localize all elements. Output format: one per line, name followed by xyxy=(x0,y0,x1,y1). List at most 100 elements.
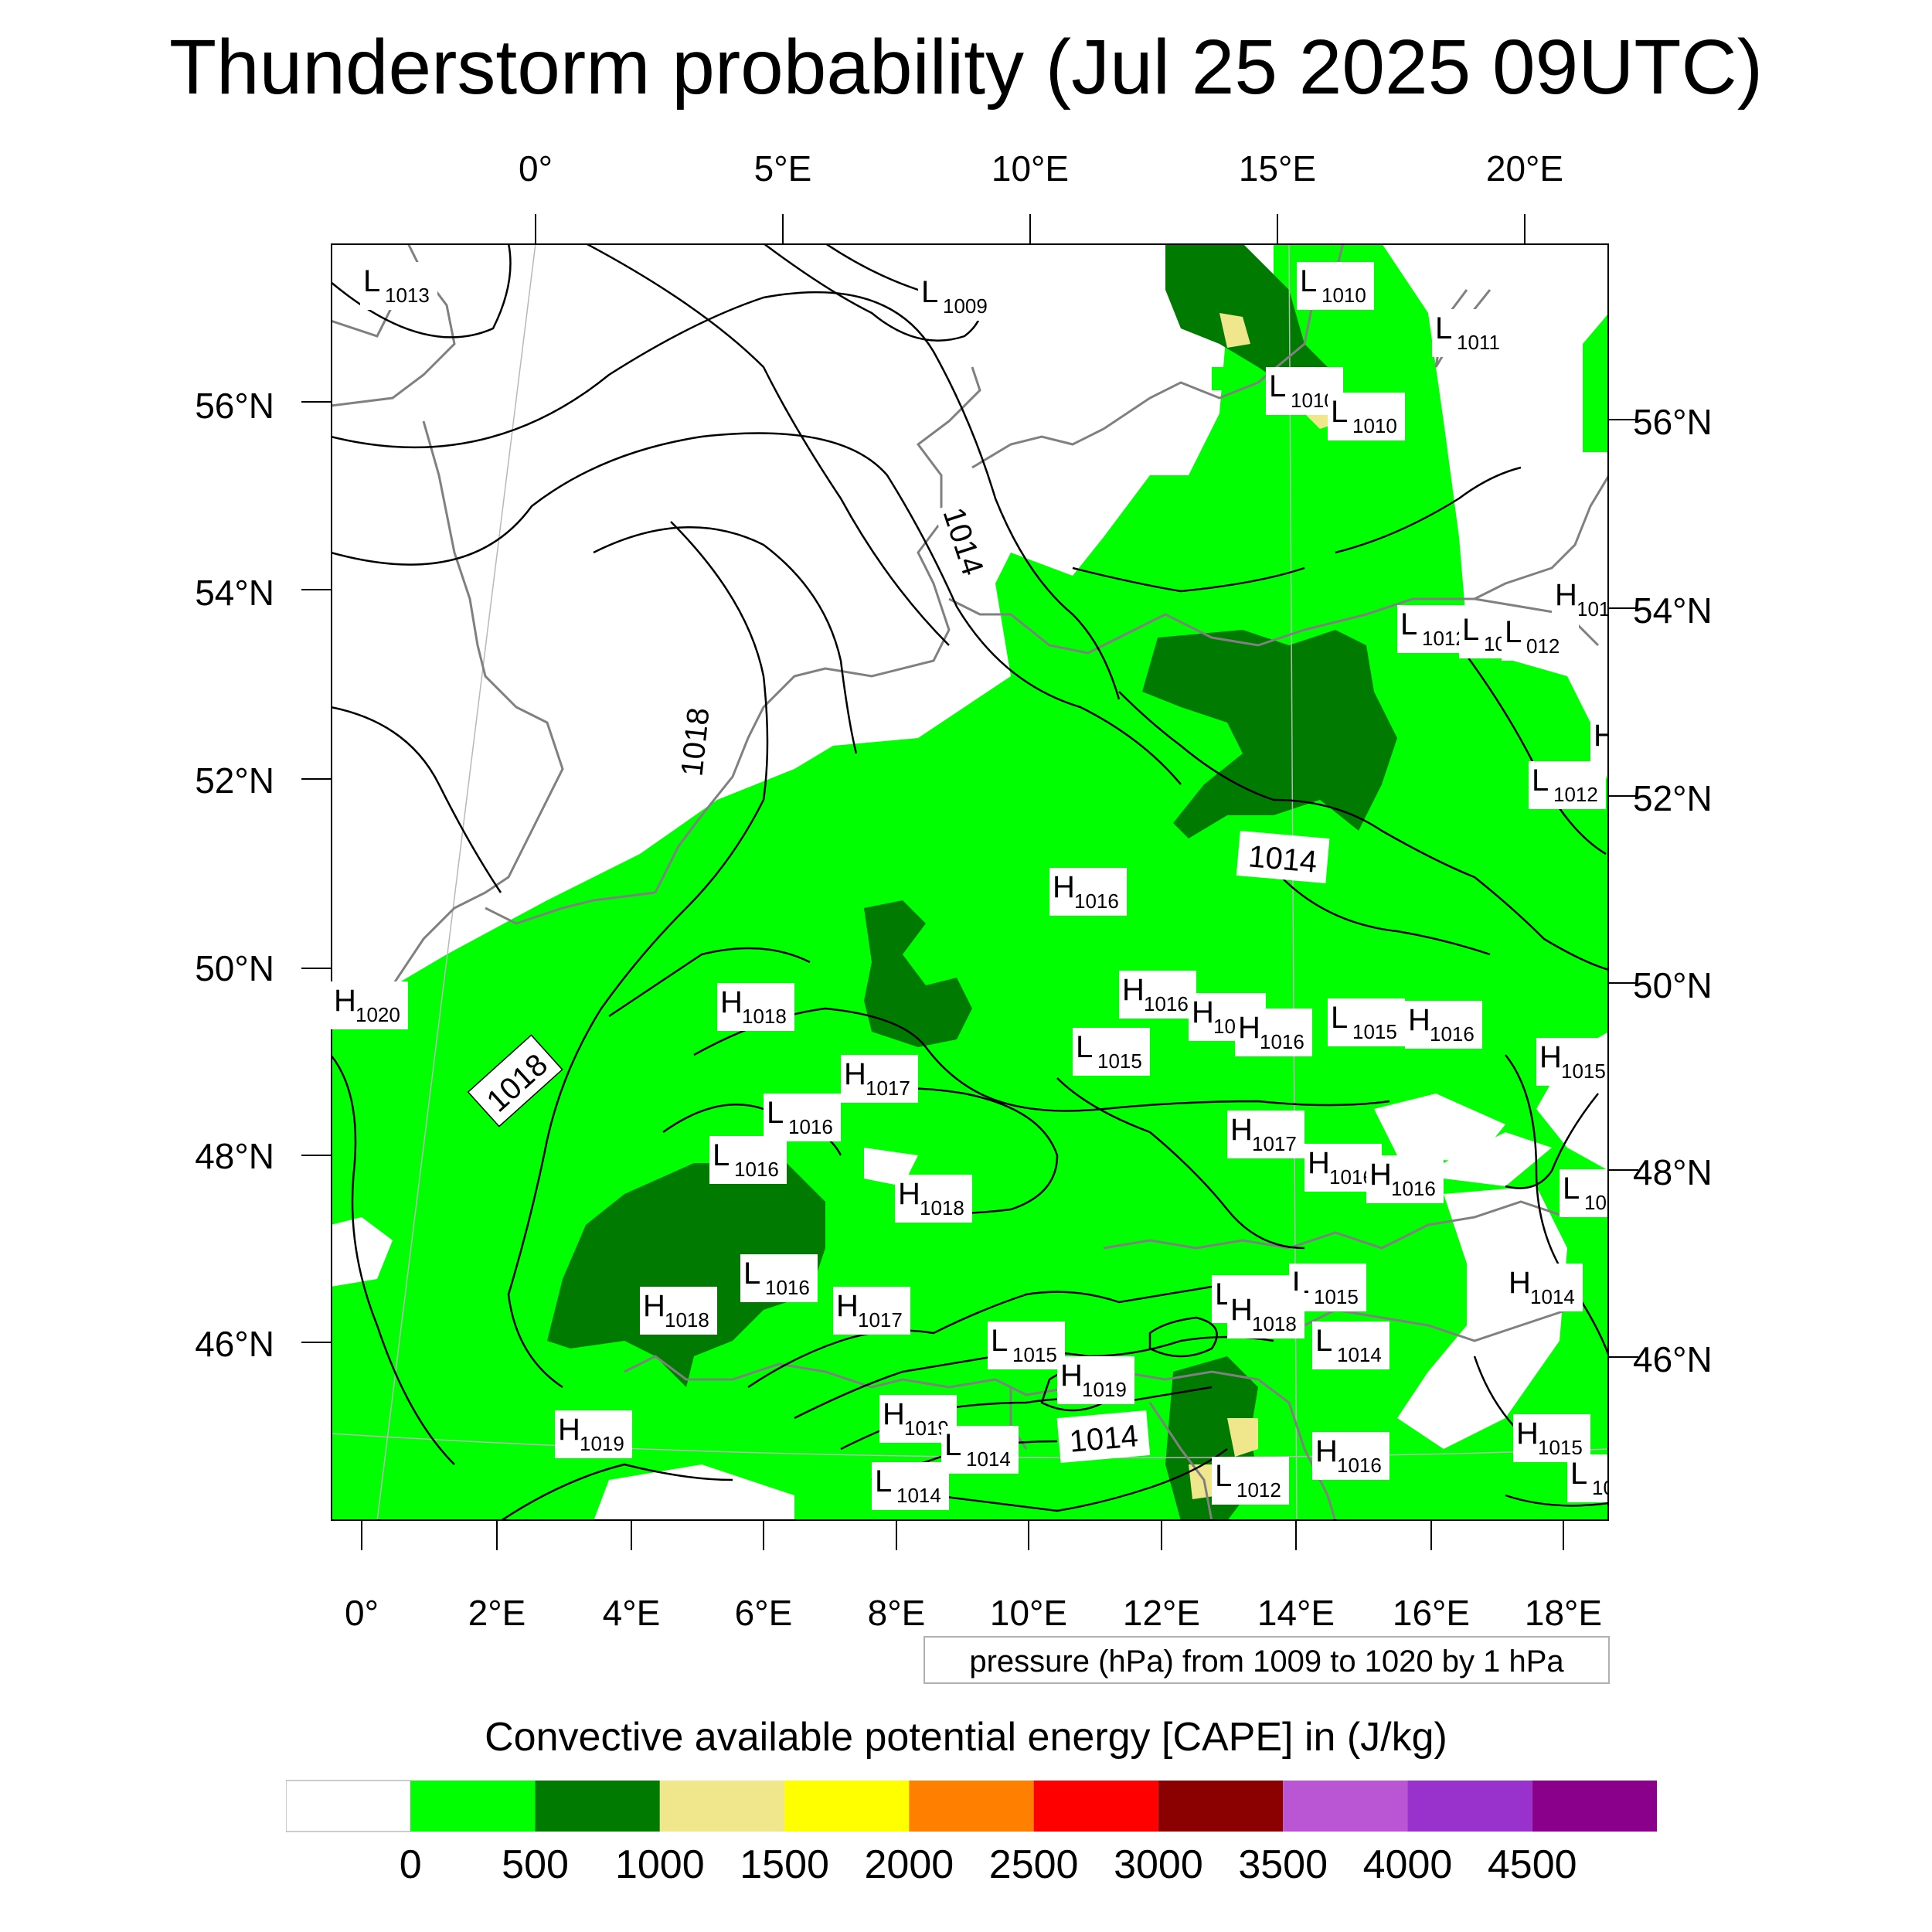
pressure-center-type: L xyxy=(713,1138,730,1172)
pressure-label-box xyxy=(717,983,794,1031)
low-pressure-label: L 10 xyxy=(1567,1454,1609,1502)
pressure-center-value: 1010 xyxy=(1352,414,1397,437)
colorbar-swatch xyxy=(535,1781,660,1832)
top-tick-label: 5°E xyxy=(753,148,812,189)
pressure-label-box xyxy=(555,1410,632,1458)
colorbar-label: 1000 xyxy=(614,1842,705,1887)
bottom-tick-label: 12°E xyxy=(1122,1593,1201,1633)
pressure-center-value: 1016 xyxy=(1260,1030,1304,1053)
cape-field-1000-1500 xyxy=(1219,313,1250,348)
map-frame xyxy=(331,243,1609,1521)
high-pressure-label: H 1015 xyxy=(1513,1414,1590,1462)
colorbar-swatch xyxy=(1407,1781,1532,1832)
pressure-center-type: H xyxy=(1509,1266,1531,1300)
left-tick-label: 48°N xyxy=(195,1136,274,1176)
colorbar-swatch xyxy=(286,1780,411,1832)
high-pressure-label: H xyxy=(1590,716,1609,764)
colorbar-label: 4500 xyxy=(1487,1842,1577,1887)
pressure-label-box xyxy=(1235,1009,1312,1056)
bottom-tick-label: 10°E xyxy=(989,1593,1068,1633)
pressure-center-value: 1014 xyxy=(1530,1285,1575,1308)
bottom-tick-label: 2°E xyxy=(468,1593,526,1633)
low-pressure-label: L 1011 xyxy=(1432,309,1509,357)
pressure-label-box xyxy=(1328,393,1405,440)
pressure-label-box xyxy=(1073,1028,1150,1076)
cape-field-500-1000 xyxy=(864,900,972,1047)
pressure-center-type: H xyxy=(1238,1011,1260,1045)
bottom-tick-label: 8°E xyxy=(867,1593,926,1633)
pressure-center-value: 1012 xyxy=(1553,783,1598,806)
pressure-center-value: 1014 xyxy=(896,1484,941,1507)
pressure-center-value: 1014 xyxy=(966,1447,1011,1471)
colorbar-label: 500 xyxy=(502,1842,569,1887)
pressure-label-box xyxy=(988,1321,1065,1369)
pressure-label-box xyxy=(331,981,408,1029)
pressure-center-value: 101 xyxy=(1577,597,1609,621)
low-pressure-label: L 10 xyxy=(1560,1169,1607,1217)
pressure-center-type: L xyxy=(1076,1030,1093,1064)
pressure-label-box xyxy=(1227,1291,1304,1338)
pressure-label-box xyxy=(833,1287,910,1335)
pressure-label-box xyxy=(1560,1169,1607,1217)
pressure-center-type: L xyxy=(743,1257,760,1291)
pressure-label-box xyxy=(1405,1001,1482,1049)
colorbar-label: 3000 xyxy=(1114,1842,1203,1887)
high-pressure-label: H 1020 xyxy=(331,981,408,1029)
bottom-tick-label: 0° xyxy=(345,1593,379,1633)
high-pressure-label: H 1018 xyxy=(717,983,794,1031)
cape-free-area xyxy=(1374,1094,1505,1163)
pressure-center-type: H xyxy=(1408,1003,1430,1037)
pressure-center-value: 1015 xyxy=(1561,1060,1606,1083)
top-tick-label: 20°E xyxy=(1485,148,1564,189)
bottom-tick-label: 6°E xyxy=(734,1593,793,1633)
pressure-label-box xyxy=(1513,1414,1590,1462)
colorbar xyxy=(286,1780,1657,1832)
colorbar-swatch xyxy=(909,1781,1034,1832)
colorbar-swatch xyxy=(1158,1781,1284,1832)
cape-shading xyxy=(331,243,1609,1521)
pressure-center-value: 1017 xyxy=(866,1077,910,1100)
cape-free-area xyxy=(331,1217,393,1287)
pressure-label-box xyxy=(872,1462,949,1510)
pressure-label-box xyxy=(1536,1038,1607,1086)
pressure-center-value: 1017 xyxy=(1252,1132,1297,1155)
colorbar-label: 2500 xyxy=(988,1842,1079,1887)
bottom-tick-label: 4°E xyxy=(602,1593,661,1633)
pressure-center-type: L xyxy=(1532,764,1549,798)
pressure-label-box xyxy=(1119,971,1196,1019)
pressure-label-box xyxy=(1529,761,1606,809)
pressure-center-value: 1019 xyxy=(580,1432,624,1455)
pressure-center-type: L xyxy=(1215,1459,1232,1493)
pressure-center-type: H xyxy=(1230,1113,1253,1147)
colorbar-label: 1500 xyxy=(740,1842,829,1887)
left-tick-label: 52°N xyxy=(195,760,274,801)
pressure-center-value: 1018 xyxy=(742,1005,787,1028)
high-pressure-label: H 1018 xyxy=(895,1175,972,1223)
pressure-center-type: L xyxy=(363,264,380,298)
high-pressure-label: H 1014 xyxy=(1505,1264,1583,1311)
pressure-center-value: 1015 xyxy=(1097,1049,1142,1073)
high-pressure-label: H 1017 xyxy=(833,1287,910,1335)
pressure-label-box xyxy=(1212,1457,1289,1505)
cape-field-500-1000 xyxy=(1165,243,1343,398)
colorbar-swatch xyxy=(1532,1781,1657,1832)
pressure-center-type: H xyxy=(898,1177,920,1211)
pressure-center-type: H xyxy=(1053,870,1075,904)
pressure-center-type: L xyxy=(1300,264,1317,298)
colorbar-swatch xyxy=(410,1781,536,1832)
bottom-tick-label: 16°E xyxy=(1392,1593,1471,1633)
pressure-info-box: pressure (hPa) from 1009 to 1020 by 1 hP… xyxy=(923,1636,1610,1684)
pressure-center-type: H xyxy=(334,984,356,1018)
left-tick-label: 50°N xyxy=(195,948,274,988)
low-pressure-label: L 1014 xyxy=(872,1462,949,1510)
low-pressure-label: L 1009 xyxy=(918,273,995,321)
pressure-center-type: L xyxy=(944,1428,961,1462)
